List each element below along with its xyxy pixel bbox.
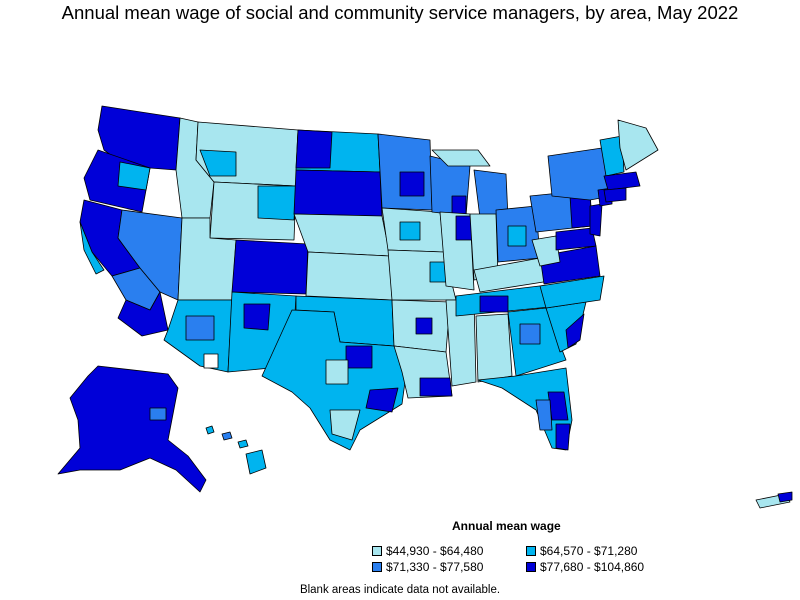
region-michigan-up [431, 149, 491, 167]
legend-item-3: $71,330 - $77,580 [372, 560, 483, 574]
region-new-jersey [589, 203, 603, 237]
region-wyoming-east [257, 185, 297, 221]
region-arizona-phx [185, 315, 215, 341]
region-vermont-nh [599, 135, 625, 177]
region-west-virginia [531, 235, 561, 267]
region-alaska [57, 365, 207, 493]
region-georgia-atl [519, 323, 541, 345]
legend-item-1: $44,930 - $64,480 [372, 544, 483, 558]
legend-swatch-2 [526, 546, 536, 556]
region-minnesota-metro [399, 171, 425, 197]
region-iowa-central [399, 221, 421, 241]
legend-item-4: $77,680 - $104,860 [526, 560, 644, 574]
region-hawaii-big [245, 449, 267, 475]
region-arizona-blank [203, 353, 219, 369]
legend-swatch-4 [526, 562, 536, 572]
region-arkansas-lr [415, 317, 433, 335]
region-alaska-central [149, 407, 167, 421]
region-hawaii-maui [237, 439, 249, 449]
region-montana-sw [199, 149, 237, 177]
region-tennessee-nash [479, 295, 509, 313]
region-oregon-east [117, 161, 151, 191]
region-connecticut [603, 187, 627, 203]
legend-swatch-3 [372, 562, 382, 572]
region-hawaii-oahu [221, 431, 233, 441]
region-texas-central [325, 359, 349, 385]
region-texas-south [329, 409, 361, 441]
region-colorado [231, 239, 309, 295]
region-south-dakota [293, 169, 383, 217]
footnote: Blank areas indicate data not available. [299, 584, 501, 596]
legend-label-1: $44,930 - $64,480 [386, 544, 484, 558]
region-hawaii-kauai [205, 425, 215, 435]
region-maryland [555, 227, 597, 251]
region-massachusetts [603, 171, 641, 191]
region-puerto-rico-east [777, 491, 793, 503]
region-maine [617, 119, 659, 171]
region-alabama [475, 313, 513, 383]
region-illinois-chi [455, 215, 473, 241]
legend-title: Annual mean wage [452, 519, 561, 533]
region-south-carolina-coast [565, 313, 585, 349]
legend-label-4: $77,680 - $104,860 [540, 560, 645, 574]
region-new-mexico-nw [243, 303, 271, 331]
region-ohio-central [507, 225, 527, 247]
region-north-carolina [539, 275, 605, 309]
region-texas-gulf [365, 387, 399, 413]
region-missouri-stl [429, 261, 447, 283]
legend-label-3: $71,330 - $77,580 [386, 560, 484, 574]
legend-label-2: $64,570 - $71,280 [540, 544, 638, 558]
map-title: Annual mean wage of social and community… [61, 2, 739, 23]
legend-item-2: $64,570 - $71,280 [526, 544, 637, 558]
region-wisconsin-mil [451, 195, 467, 215]
region-florida-south [555, 423, 571, 451]
region-texas-north [345, 345, 373, 369]
region-north-dakota-west [295, 129, 333, 169]
region-louisiana-south [419, 377, 453, 397]
region-california-coast [79, 221, 105, 275]
legend-swatch-1 [372, 546, 382, 556]
region-florida-west [535, 399, 553, 431]
region-kansas [305, 251, 393, 301]
region-nebraska [293, 213, 391, 257]
